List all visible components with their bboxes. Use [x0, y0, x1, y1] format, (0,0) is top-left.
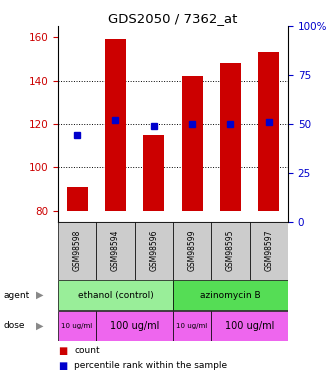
Bar [105, 39, 126, 211]
Bar [58, 222, 96, 280]
Bar [58, 280, 173, 310]
Bar [220, 63, 241, 211]
Text: GSM98595: GSM98595 [226, 230, 235, 272]
Text: ▶: ▶ [36, 290, 44, 300]
Bar [143, 135, 164, 211]
Text: GSM98597: GSM98597 [264, 230, 273, 272]
Text: ■: ■ [58, 346, 67, 356]
Title: GDS2050 / 7362_at: GDS2050 / 7362_at [108, 12, 238, 25]
Text: 10 ug/ml: 10 ug/ml [62, 323, 93, 329]
Text: 10 ug/ml: 10 ug/ml [176, 323, 208, 329]
Bar [258, 52, 279, 211]
Bar [58, 311, 96, 340]
Text: GSM98594: GSM98594 [111, 230, 120, 272]
Bar [173, 311, 211, 340]
Bar [67, 187, 88, 211]
Text: GSM98598: GSM98598 [72, 230, 82, 272]
Text: ethanol (control): ethanol (control) [77, 291, 153, 300]
Text: ▶: ▶ [36, 321, 44, 331]
Bar [182, 76, 203, 211]
Bar [173, 280, 288, 310]
Text: count: count [74, 346, 100, 355]
Text: azinomycin B: azinomycin B [200, 291, 261, 300]
Bar [211, 311, 288, 340]
Bar [250, 222, 288, 280]
Bar [135, 222, 173, 280]
Text: 100 ug/ml: 100 ug/ml [225, 321, 274, 331]
Bar [96, 222, 135, 280]
Bar [96, 311, 173, 340]
Text: agent: agent [3, 291, 29, 300]
Bar [211, 222, 250, 280]
Text: GSM98599: GSM98599 [188, 230, 197, 272]
Text: percentile rank within the sample: percentile rank within the sample [74, 361, 228, 370]
Bar [173, 222, 211, 280]
Text: ■: ■ [58, 360, 67, 370]
Text: 100 ug/ml: 100 ug/ml [110, 321, 159, 331]
Text: GSM98596: GSM98596 [149, 230, 158, 272]
Text: dose: dose [3, 321, 25, 330]
